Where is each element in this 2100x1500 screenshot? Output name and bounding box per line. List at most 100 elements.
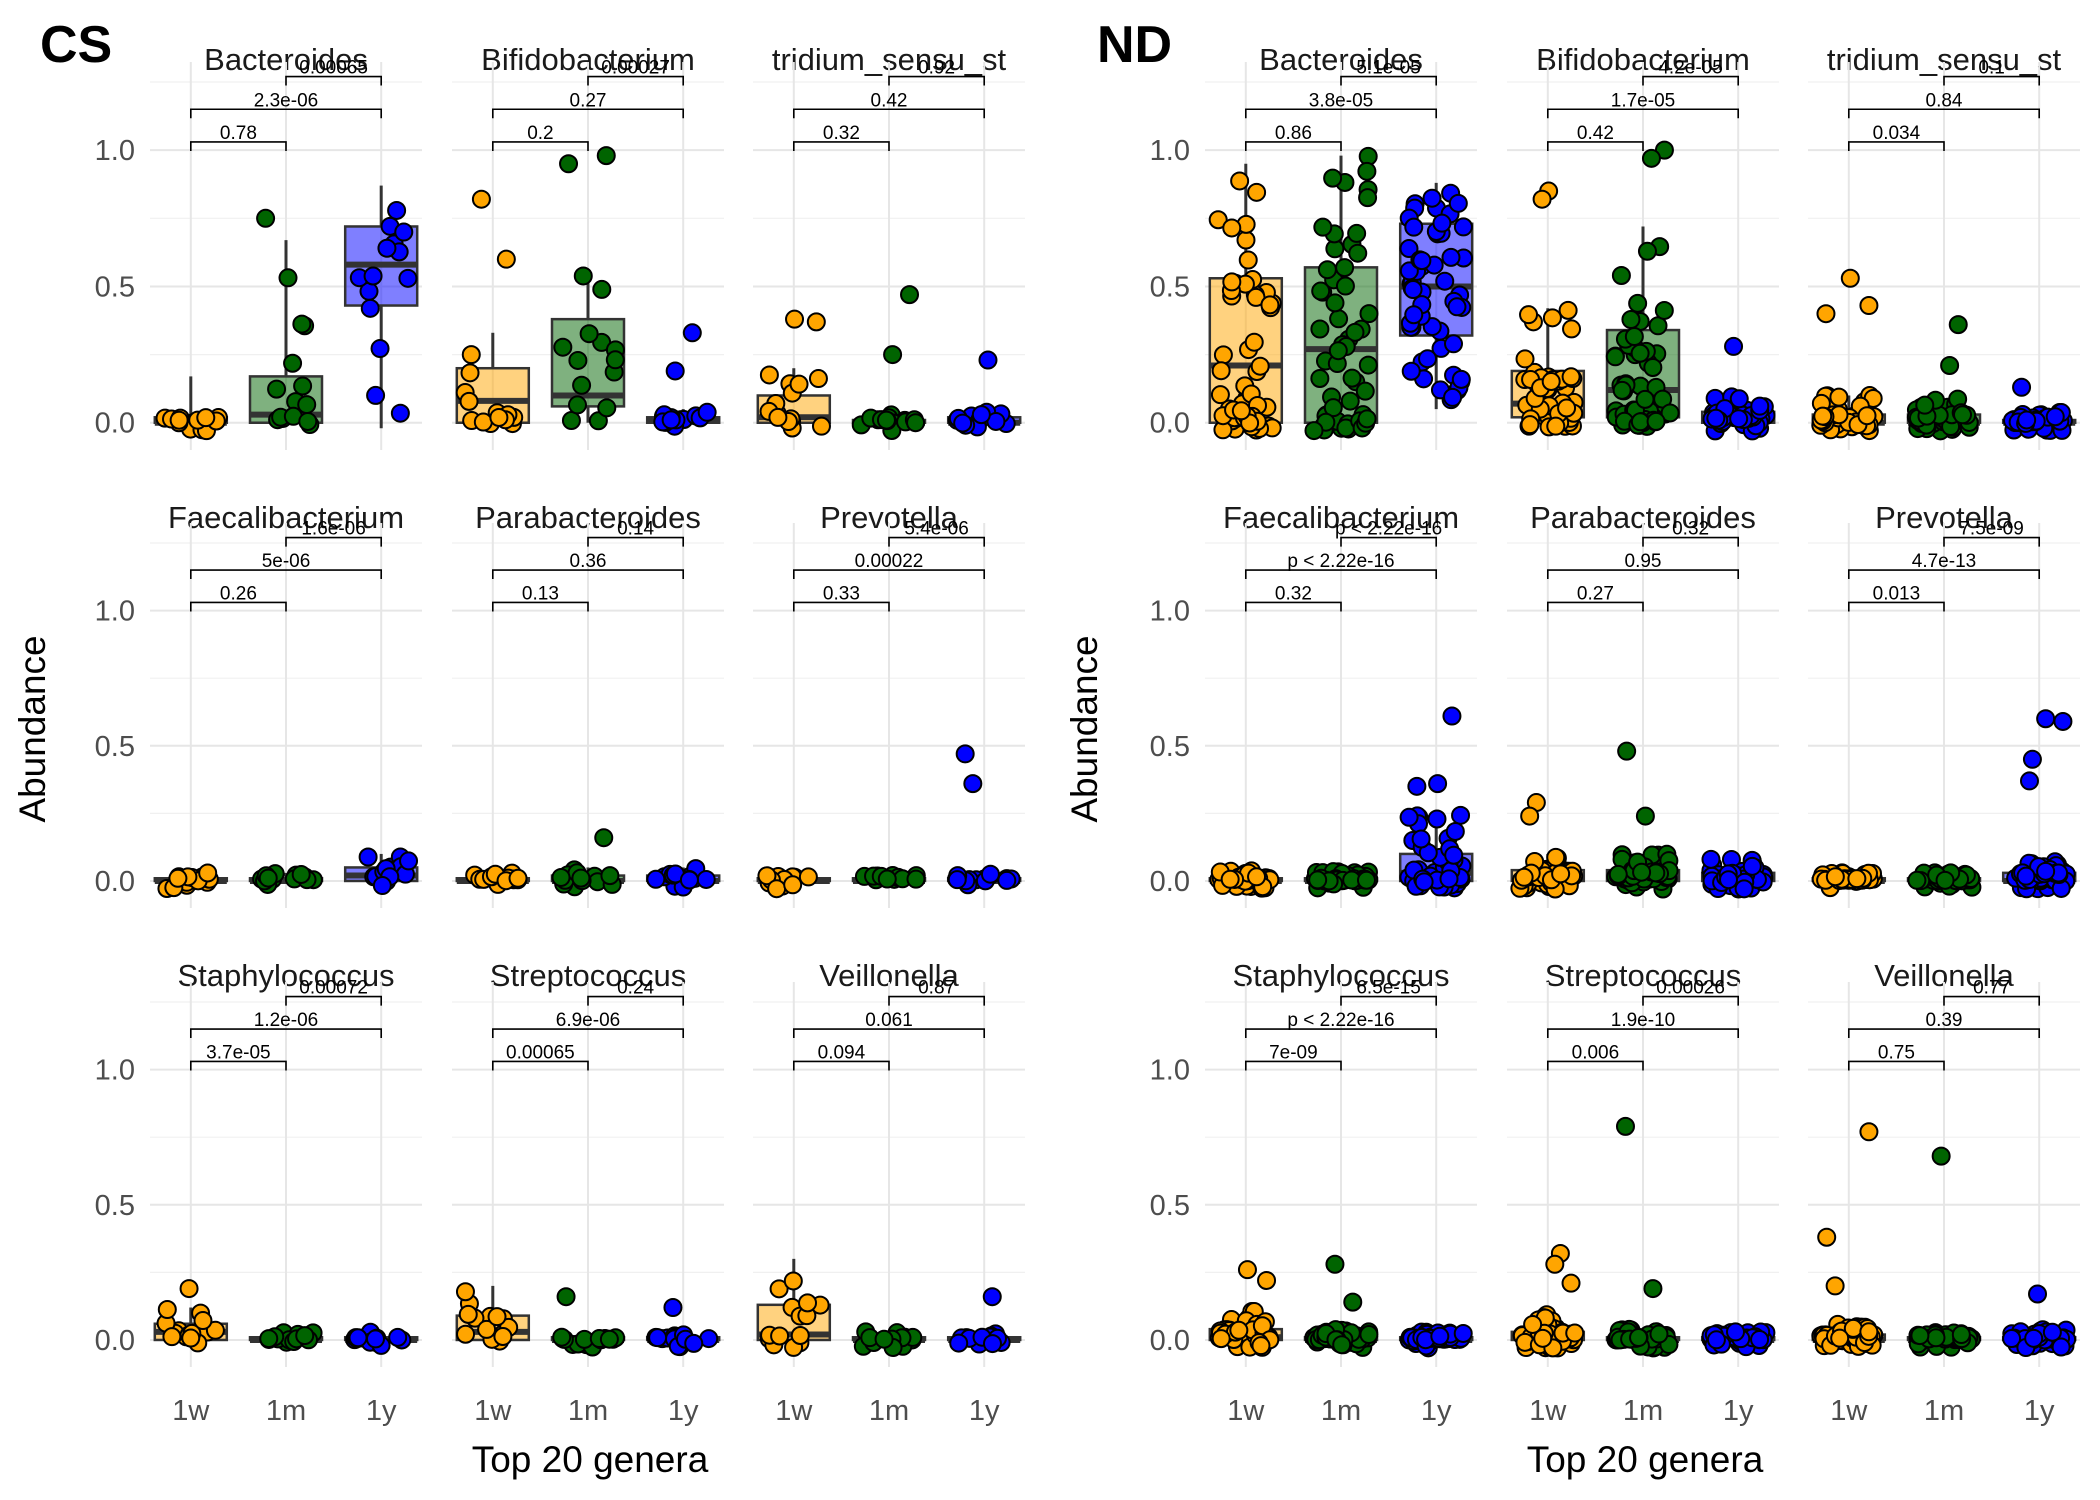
data-point bbox=[1442, 706, 1462, 726]
data-point bbox=[1617, 741, 1637, 761]
p-value-label: 0.00072 bbox=[299, 978, 368, 999]
box-1y bbox=[946, 1287, 1022, 1354]
box-1m bbox=[851, 285, 927, 440]
data-point bbox=[1629, 1328, 1649, 1348]
significance-bracket: 4.2e-05 bbox=[1642, 58, 1739, 86]
box-1y bbox=[2001, 377, 2077, 440]
data-point bbox=[1304, 421, 1324, 441]
data-point bbox=[1542, 308, 1562, 328]
bracket-line bbox=[190, 141, 287, 151]
data-point bbox=[1308, 870, 1328, 890]
data-point bbox=[1317, 260, 1337, 280]
data-point bbox=[1546, 416, 1566, 436]
data-point bbox=[1940, 355, 1960, 375]
x-tick-label: 1w bbox=[1529, 1395, 1567, 1427]
data-point bbox=[561, 411, 581, 431]
data-point bbox=[1541, 372, 1561, 392]
p-value-label: 6.9e-06 bbox=[556, 1010, 620, 1031]
data-point bbox=[1357, 161, 1377, 181]
x-axis-title: Top 20 genera bbox=[1527, 1439, 1764, 1480]
data-point bbox=[1358, 188, 1378, 208]
data-point bbox=[398, 268, 418, 288]
y-tick-label: 0.0 bbox=[95, 1325, 135, 1357]
significance-bracket: 0.061 bbox=[793, 1010, 985, 1039]
data-point bbox=[298, 411, 318, 431]
data-point bbox=[1231, 401, 1251, 421]
x-tick-label: 1y bbox=[668, 1395, 699, 1427]
bracket-line bbox=[793, 601, 890, 612]
x-tick-label: 1y bbox=[1421, 1395, 1452, 1427]
p-value-label: 2.3e-06 bbox=[254, 90, 318, 111]
x-tick-label: 1w bbox=[172, 1395, 210, 1427]
significance-bracket: 0.00022 bbox=[793, 551, 985, 580]
bracket-line bbox=[190, 1028, 382, 1039]
data-point bbox=[1238, 250, 1258, 270]
bracket-line bbox=[190, 1060, 287, 1071]
significance-bracket: 5.4e-06 bbox=[888, 519, 985, 547]
data-point bbox=[267, 379, 287, 399]
data-point bbox=[2045, 407, 2065, 427]
data-point bbox=[1649, 1324, 1669, 1344]
data-point bbox=[768, 407, 788, 427]
p-value-label: 0.84 bbox=[1926, 90, 1963, 111]
bracket-line bbox=[1547, 1028, 1739, 1039]
bracket-line bbox=[1245, 1028, 1437, 1039]
data-point bbox=[508, 868, 528, 888]
data-point bbox=[198, 863, 218, 883]
data-point bbox=[1561, 367, 1581, 387]
data-point bbox=[1557, 398, 1577, 418]
x-tick-label: 1w bbox=[474, 1395, 512, 1427]
data-point bbox=[1915, 395, 1935, 415]
bracket-line bbox=[1943, 995, 2040, 1006]
data-point bbox=[283, 353, 303, 373]
data-point bbox=[978, 350, 998, 370]
data-point bbox=[1825, 867, 1845, 887]
significance-bracket: 0.36 bbox=[492, 551, 684, 580]
data-point bbox=[1514, 867, 1534, 887]
data-point bbox=[1403, 280, 1423, 300]
data-point bbox=[1414, 872, 1434, 892]
data-point bbox=[1236, 230, 1256, 250]
data-point bbox=[181, 1328, 201, 1348]
data-point bbox=[1520, 806, 1540, 826]
significance-bracket: 0.77 bbox=[1943, 978, 2040, 1006]
significance-bracket: 0.32 bbox=[793, 123, 890, 151]
data-point bbox=[1445, 821, 1465, 841]
data-point bbox=[388, 1327, 408, 1347]
data-point bbox=[461, 345, 481, 365]
data-point bbox=[259, 1329, 279, 1349]
p-value-label: 0.00065 bbox=[299, 58, 368, 79]
bracket-line bbox=[1848, 1060, 1945, 1071]
bracket-line bbox=[793, 108, 985, 119]
bracket-line bbox=[1943, 75, 2040, 86]
data-point bbox=[883, 345, 903, 365]
data-point bbox=[477, 1319, 497, 1339]
data-point bbox=[193, 1311, 213, 1331]
data-point bbox=[1726, 1322, 1746, 1342]
data-point bbox=[2002, 1329, 2022, 1349]
data-point bbox=[648, 1328, 668, 1348]
significance-bracket: 0.094 bbox=[793, 1042, 890, 1071]
data-point bbox=[1635, 389, 1655, 409]
significance-bracket: 0.78 bbox=[190, 123, 287, 151]
p-value-label: 0.92 bbox=[918, 58, 955, 79]
data-point bbox=[390, 403, 410, 423]
data-point bbox=[1935, 870, 1955, 890]
data-point bbox=[258, 868, 278, 888]
box-1m bbox=[851, 1322, 927, 1357]
bracket-line bbox=[888, 536, 985, 547]
p-value-label: 0.27 bbox=[570, 90, 607, 111]
data-point bbox=[963, 774, 983, 794]
data-point bbox=[487, 1307, 507, 1327]
data-point bbox=[1926, 1328, 1946, 1348]
data-point bbox=[790, 1325, 810, 1345]
y-tick-label: 1.0 bbox=[1150, 135, 1190, 167]
y-axis-title: Abundance bbox=[12, 635, 53, 822]
bracket-line bbox=[190, 108, 382, 119]
significance-bracket: 3.8e-05 bbox=[1245, 90, 1437, 119]
data-point bbox=[572, 375, 592, 395]
data-point bbox=[399, 851, 419, 871]
data-point bbox=[1208, 210, 1228, 230]
